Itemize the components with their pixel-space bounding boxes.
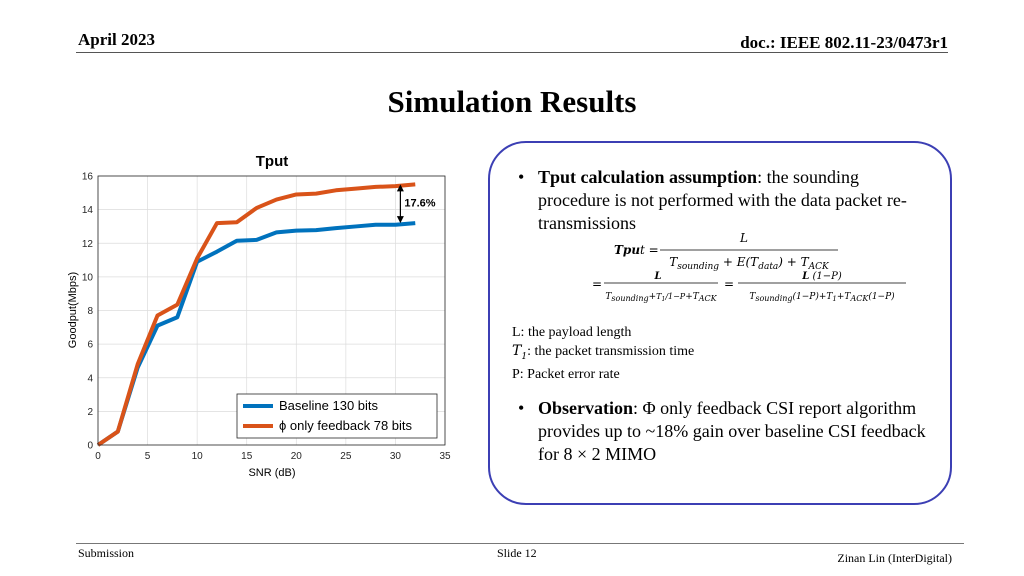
assumption-text: : the sounding procedure is not performe… <box>538 167 907 233</box>
x-tick-label: 30 <box>390 451 402 462</box>
assumptions-panel <box>488 141 952 505</box>
y-tick-label: 6 <box>87 340 93 351</box>
formula-den-1: Tsounding + E(Tdata) + TACK <box>669 255 830 272</box>
footer-slide-number: Slide 12 <box>497 546 537 560</box>
legend-box <box>236 393 438 439</box>
x-tick-label: 15 <box>241 451 253 462</box>
bullet-dot: • <box>518 398 525 418</box>
header-doc-id: doc.: IEEE 802.11-23/0473r1 <box>740 33 948 52</box>
header-rule <box>76 52 948 53</box>
legend: Baseline 130 bits ϕ only feedback 78 bit… <box>236 393 438 439</box>
slide-title: Simulation Results <box>387 84 637 119</box>
y-tick-label: 10 <box>82 272 94 283</box>
definitions: L: the payload length T1: the packet tra… <box>512 324 694 384</box>
formula-den-3: Tsounding(1−P)+T1+TACK(1−P) <box>749 291 895 303</box>
series-line-baseline <box>96 221 416 447</box>
y-tick-label: 4 <box>87 373 93 384</box>
y-tick-label: 8 <box>87 306 93 317</box>
assumption-heading: Tput calculation assumption <box>538 167 758 187</box>
header-date: April 2023 <box>78 30 155 49</box>
tput-chart: Tput 0 5 10 15 20 25 30 35 0 2 4 6 8 10 12 14 16 17.6% S… <box>67 153 451 479</box>
formula-num-1: L <box>739 231 748 245</box>
series-line-phi-only <box>96 182 416 447</box>
series-lines <box>96 182 416 447</box>
bullet-assumption: • Tput calculation assumption: the sound… <box>518 166 928 235</box>
chart-title: Tput <box>256 153 288 170</box>
formula-den-2: Tsounding+T1/1−P+TACK <box>605 292 717 303</box>
y-tick-label: 0 <box>87 441 93 452</box>
x-tick-label: 0 <box>95 451 101 462</box>
gain-arrowhead-bottom <box>396 216 404 224</box>
footer-rule <box>76 543 964 544</box>
observation-heading: Observation <box>538 398 634 418</box>
y-tick-label: 2 <box>87 407 93 418</box>
formula-num-3: L (1−P) <box>801 271 842 282</box>
def-payload: L: the payload length <box>512 325 632 340</box>
def-t1: T1: the packet transmission time <box>512 342 694 366</box>
x-axis-label: SNR (dB) <box>248 467 295 479</box>
bullet-observation: • Observation: Φ only feedback CSI repor… <box>518 397 938 466</box>
legend-label-baseline: Baseline 130 bits <box>279 398 379 413</box>
y-tick-label: 12 <box>82 239 94 250</box>
footer-submission: Submission <box>78 546 135 560</box>
formula-eq-2: = <box>592 277 602 291</box>
x-tick-label: 35 <box>439 451 451 462</box>
observation-text: : Φ only feedback CSI report algorithm p… <box>538 398 926 464</box>
gain-label: 17.6% <box>404 198 435 210</box>
gain-annotation: 17.6% <box>396 184 436 224</box>
x-tick-label: 20 <box>291 451 303 462</box>
formula-num-2: L <box>653 271 661 282</box>
y-axis-label: Goodput(Mbps) <box>67 272 79 348</box>
bullet-dot: • <box>518 167 525 187</box>
y-tick-label: 16 <box>82 172 94 183</box>
formula-lhs: Tput = <box>614 243 659 257</box>
x-tick-label: 5 <box>145 451 151 462</box>
tput-formula: Tput = L Tsounding + E(Tdata) + TACK = L… <box>592 231 906 303</box>
legend-label-phi: ϕ only feedback 78 bits <box>279 418 413 433</box>
def-per: P: Packet error rate <box>512 366 620 382</box>
t1-symbol: T1 <box>512 343 528 362</box>
axis-ticks: 0 5 10 15 20 25 30 35 0 2 4 6 8 10 12 14 16 <box>82 172 451 463</box>
y-tick-label: 14 <box>82 205 94 216</box>
footer-author: Zinan Lin (InterDigital) <box>837 551 952 565</box>
gain-arrowhead-top <box>396 184 404 192</box>
def-t1-text: : the packet transmission time <box>527 344 695 359</box>
formula-eq-3: = <box>724 277 734 291</box>
plot-frame <box>97 175 446 446</box>
x-tick-label: 25 <box>340 451 352 462</box>
x-tick-label: 10 <box>192 451 204 462</box>
